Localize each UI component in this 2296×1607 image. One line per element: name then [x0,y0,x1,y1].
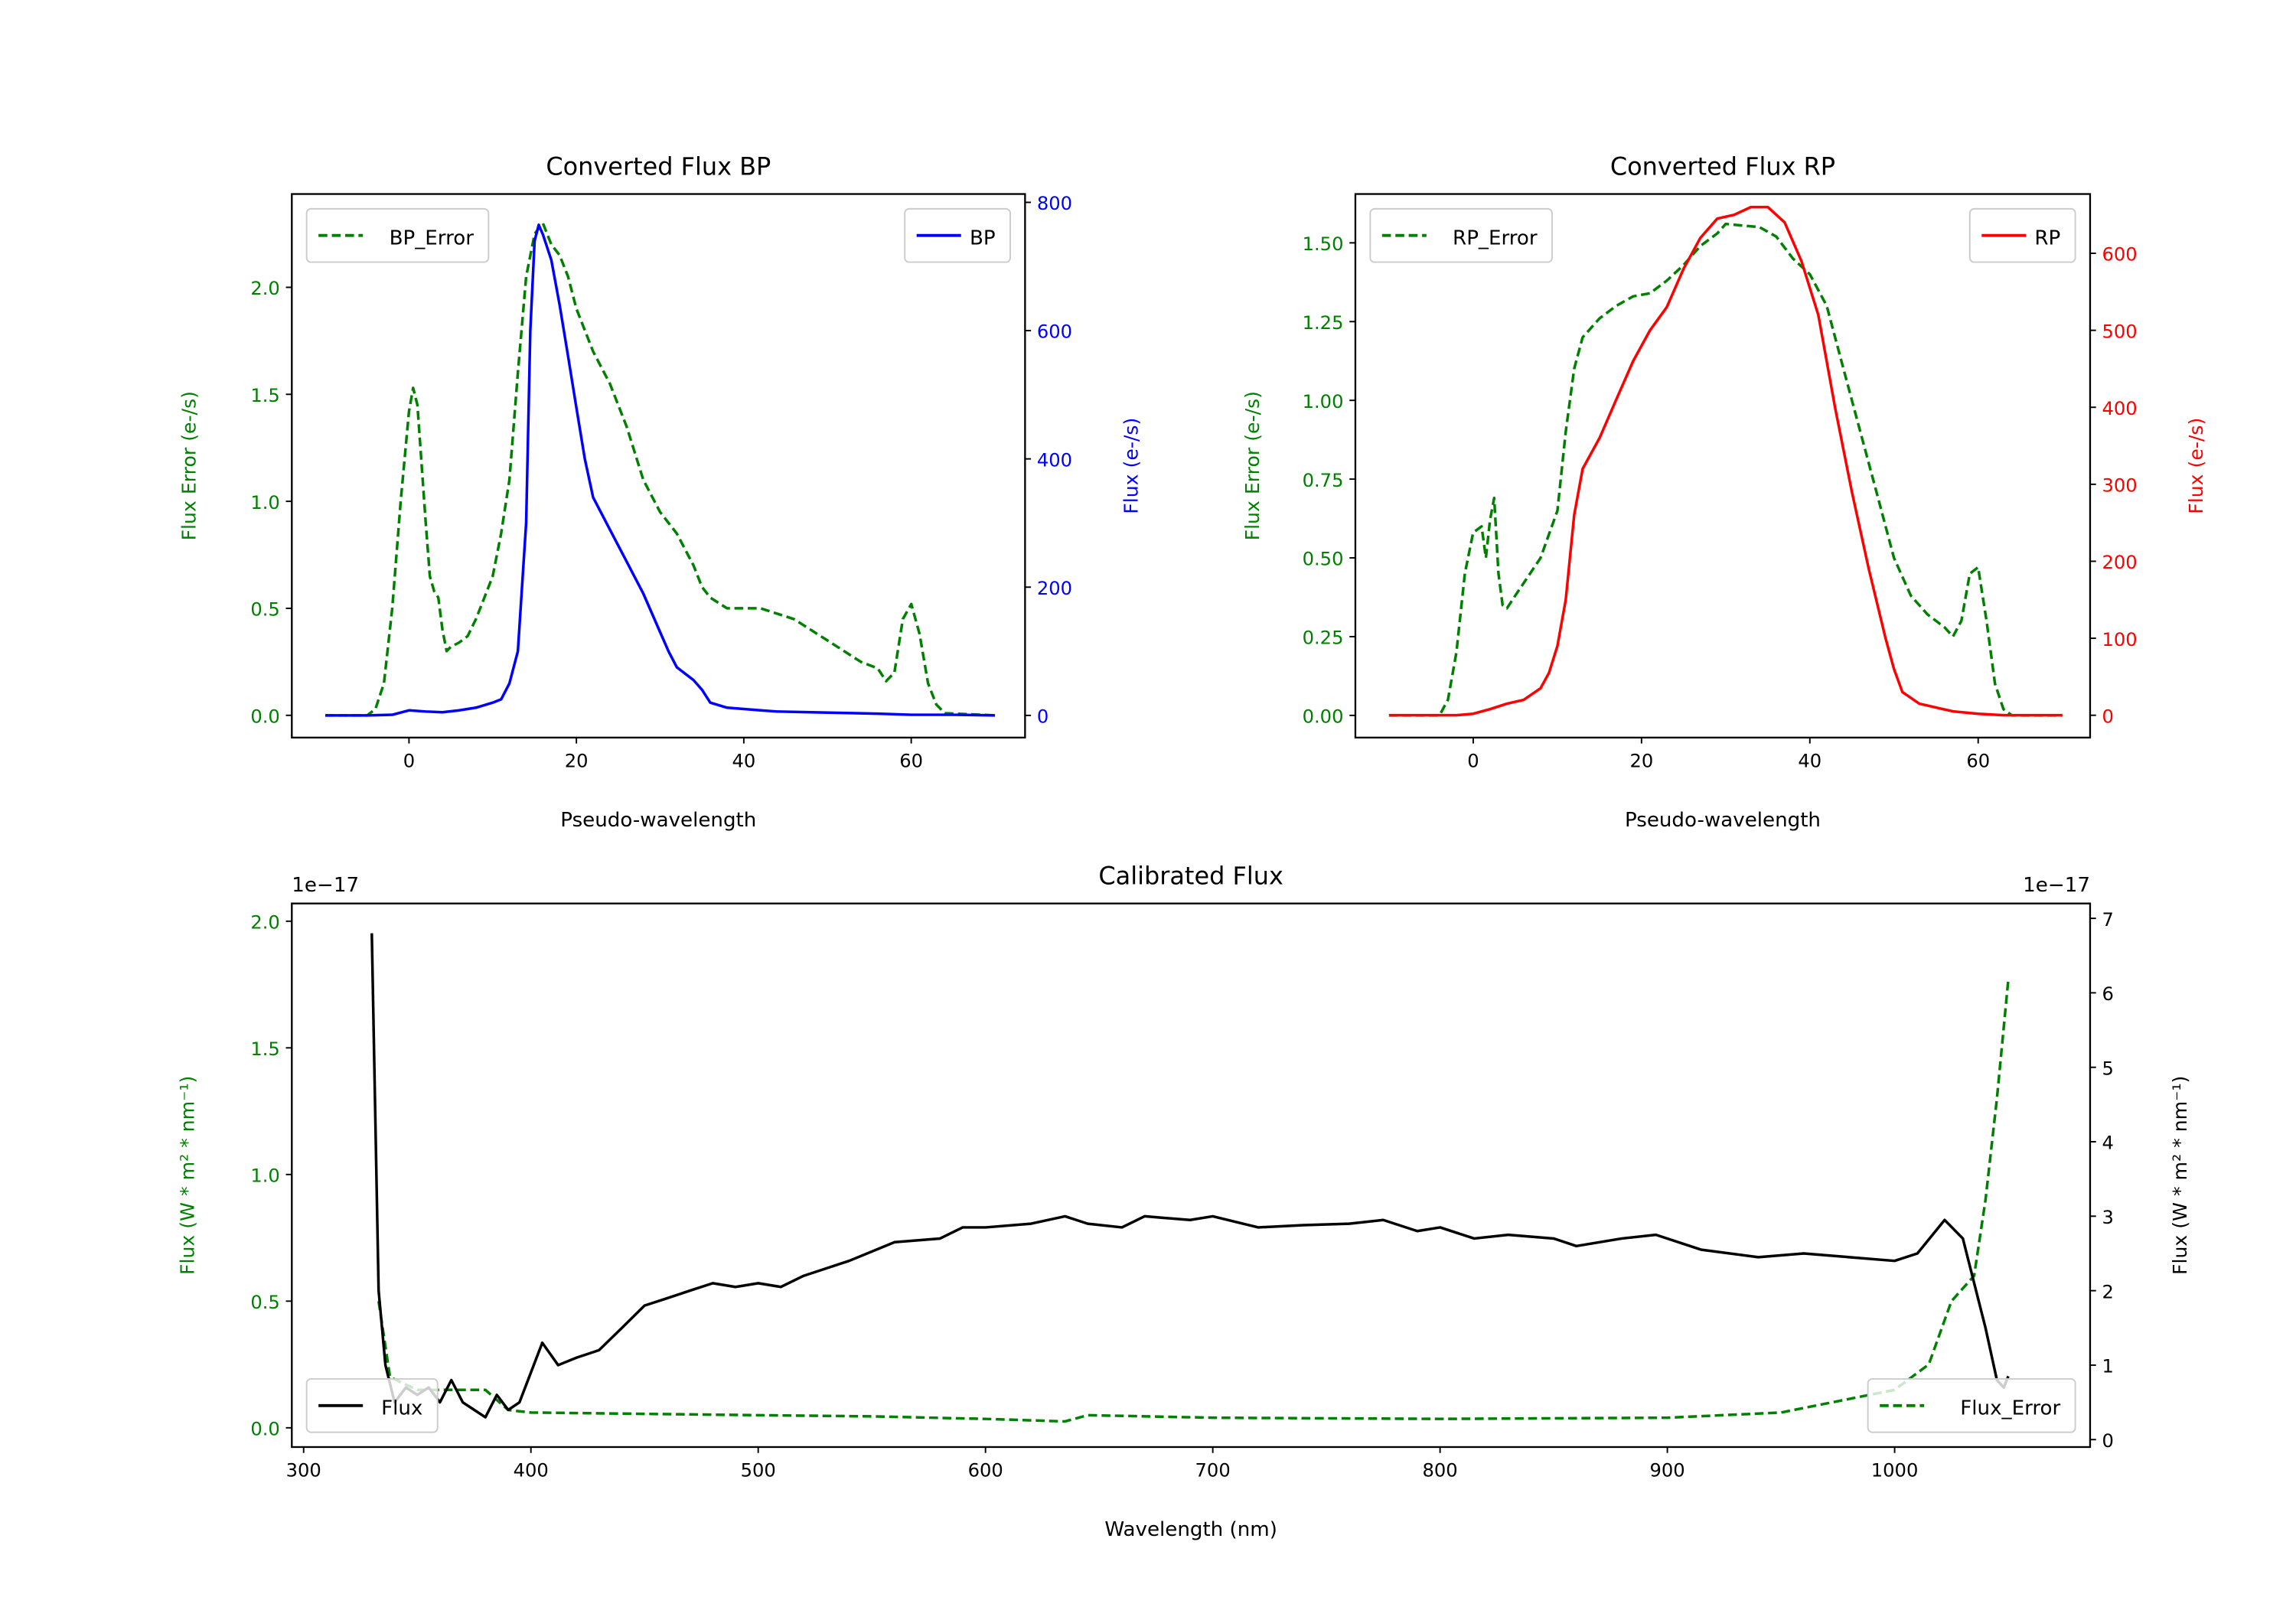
y-right-tick-label: 3 [2102,1207,2113,1228]
chart-title: Converted Flux BP [546,152,771,181]
y-right-tick-label: 300 [2102,475,2137,497]
legend-label: BP_Error [390,227,475,249]
chart-converted-flux-bp: 0 20 40 60 0.0 0.5 1.0 1.5 2.0 0 200 400 600 800 Conve… [178,152,1142,832]
y-right-tick-label: 400 [2102,398,2137,419]
y-right-tick-label: 6 [2102,983,2113,1005]
x-tick-label: 400 [514,1460,549,1482]
x-tick-label: 40 [1798,751,1821,772]
y-right-tick-label: 200 [2102,552,2137,573]
series-line-rp-error [1388,222,2063,717]
legend-box [305,1377,439,1433]
y-left-tick-label: 1.5 [250,1038,279,1060]
legend-rp-error: RP_Error [1369,207,1553,263]
x-axis-label: Wavelength (nm) [1104,1518,1277,1541]
legend-box [1369,207,1553,263]
y-right-axis-label: Flux (W * m² * nm⁻¹) [2169,1076,2191,1275]
x-tick-label: 700 [1195,1460,1231,1482]
y-right-tick-label: 1 [2102,1356,2113,1377]
legend-label: RP [2034,227,2060,249]
y-left-tick-label: 2.0 [250,911,279,933]
chart-title: Converted Flux RP [1610,152,1835,181]
axes-frame [291,902,2092,1449]
x-tick-label: 0 [1467,751,1479,772]
legend-flux: Flux [305,1377,439,1433]
y-left-tick-label: 0.75 [1303,470,1344,491]
y-left-tick-label: 1.5 [250,385,279,406]
axes-frame [291,193,1026,739]
y-left-tick-label: 0.0 [250,1418,279,1439]
series-line-rp [1388,205,2063,717]
x-tick-label: 1000 [1871,1460,1919,1482]
y-right-tick-label: 600 [2102,244,2137,266]
y-right-tick-label: 2 [2102,1281,2113,1302]
y-right-tick-label: 200 [1037,578,1072,599]
x-axis-label: Pseudo-wavelength [560,809,756,832]
legend-label: RP_Error [1453,227,1538,249]
y-right-tick-label: 800 [1037,193,1072,214]
chart-converted-flux-rp: 0 20 40 60 0.00 0.25 0.50 0.75 1.00 1.25 1.50 0 100 2… [1241,152,2207,832]
legend-bp: BP [904,207,1011,263]
x-axis-label: Pseudo-wavelength [1625,809,1821,832]
x-tick-label: 800 [1423,1460,1458,1482]
y-left-tick-label: 0.5 [250,599,279,621]
y-left-tick-label: 0.50 [1303,549,1344,570]
legend-label: BP [970,227,996,249]
legend-label: Flux [381,1397,422,1420]
series-line-bp-error [325,221,996,717]
y-right-tick-label: 600 [1037,321,1072,343]
x-tick-label: 60 [1966,751,1990,772]
y-right-tick-label: 0 [2102,1430,2113,1452]
legend-box [1867,1377,2076,1433]
y-left-tick-label: 0.00 [1303,706,1344,728]
y-right-tick-label: 400 [1037,449,1072,471]
x-tick-label: 0 [403,751,415,772]
chart-calibrated-flux: 300 400 500 600 700 800 900 1000 0.0 0.5 1.0 1.5 2.0… [177,861,2191,1541]
y-right-tick-label: 0 [2102,706,2113,727]
y-right-tick-label: 5 [2102,1058,2113,1079]
legend-bp-error: BP_Error [305,207,490,263]
x-tick-label: 60 [899,751,923,772]
y-right-tick-label: 0 [1037,706,1049,728]
y-left-tick-label: 1.25 [1303,312,1344,334]
x-tick-label: 500 [741,1460,776,1482]
legend-box [305,207,490,263]
legend-label: Flux_Error [1960,1397,2060,1420]
y-left-tick-label: 1.50 [1303,233,1344,255]
y-left-tick-label: 0.0 [250,706,279,727]
x-tick-label: 900 [1650,1460,1685,1482]
x-tick-label: 20 [565,751,589,772]
y-left-tick-label: 2.0 [250,278,279,299]
legend-flux-error: Flux_Error [1867,1377,2076,1433]
x-tick-label: 600 [968,1460,1003,1482]
y-right-tick-label: 7 [2102,909,2113,931]
y-left-tick-label: 1.0 [250,492,279,513]
x-tick-label: 20 [1629,751,1653,772]
x-tick-label: 40 [732,751,755,772]
y-right-tick-label: 100 [2102,629,2137,650]
y-left-axis-label: Flux Error (e-/s) [1241,391,1264,540]
y-left-axis-label: Flux Error (e-/s) [178,391,200,540]
y-left-offset-label: 1e−17 [292,874,359,897]
y-left-tick-label: 1.0 [250,1165,279,1186]
chart-title: Calibrated Flux [1098,861,1283,890]
axes-frame [1354,193,2092,739]
y-left-tick-label: 0.25 [1303,627,1344,649]
y-right-offset-label: 1e−17 [2023,874,2090,897]
legend-rp: RP [1968,207,2076,263]
series-line-bp [325,223,996,717]
y-right-axis-label: Flux (e-/s) [2185,418,2207,514]
y-right-axis-label: Flux (e-/s) [1120,418,1142,514]
y-left-axis-label: Flux (W * m² * nm⁻¹) [177,1076,199,1275]
x-tick-label: 300 [286,1460,321,1482]
series-line-flux-error [377,979,2010,1423]
series-line-flux [370,933,2010,1419]
y-left-tick-label: 0.5 [250,1292,279,1313]
y-right-tick-label: 4 [2102,1133,2113,1154]
y-right-tick-label: 500 [2102,321,2137,342]
y-left-tick-label: 1.00 [1303,391,1344,412]
